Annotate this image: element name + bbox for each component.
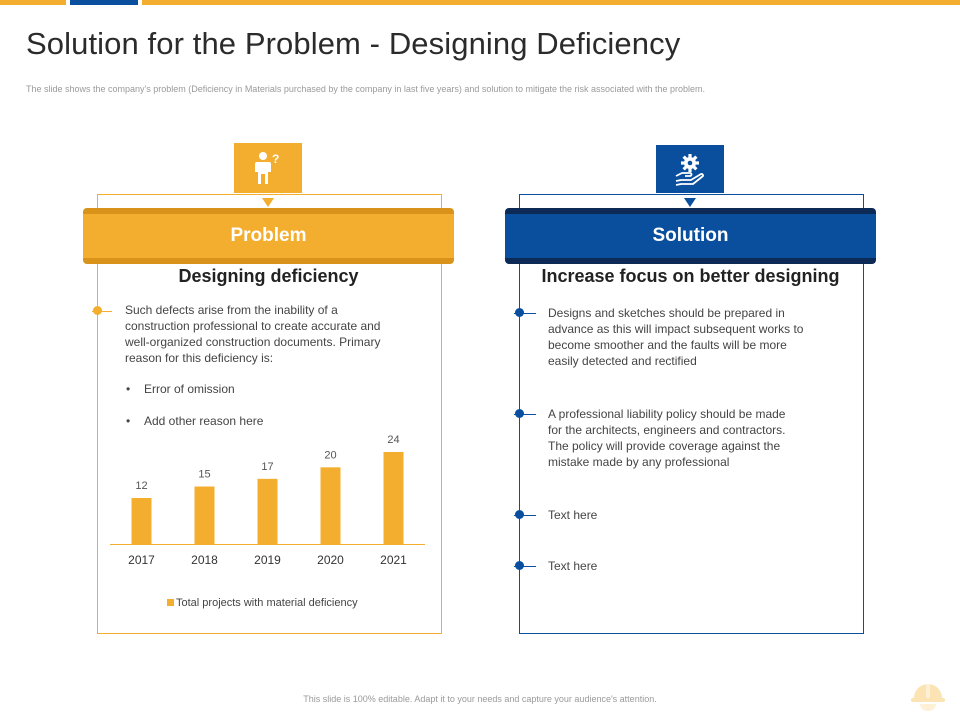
solution-marker-line [514, 313, 536, 314]
solution-point: A professional liability policy should b… [548, 406, 848, 470]
solution-icon-box [656, 145, 724, 193]
problem-card [97, 194, 442, 634]
chart-bar [257, 478, 278, 544]
solution-marker-line [514, 414, 536, 415]
solution-marker-dot [515, 308, 524, 317]
solution-banner: Solution [505, 214, 876, 258]
solution-point-line: Designs and sketches should be prepared … [548, 306, 785, 320]
problem-bullet-text: Error of omission [144, 382, 235, 396]
problem-bullet: • Add other reason here [126, 414, 263, 428]
chart-data-label: 17 [261, 461, 273, 473]
bullet-dot: • [126, 414, 131, 428]
slide-footer: This slide is 100% editable. Adapt it to… [303, 694, 657, 704]
chart-tick-label: 2020 [317, 553, 344, 567]
solution-marker-line [514, 515, 536, 516]
problem-bullet: • Error of omission [126, 382, 235, 396]
person-question-icon: ? [255, 152, 279, 184]
chart-data-label: 20 [324, 449, 336, 461]
solution-point: Text here [548, 507, 848, 523]
top-accent-gap [138, 0, 142, 5]
chart-bar [194, 486, 215, 544]
problem-marker-dot [93, 306, 102, 315]
chart-bar [383, 452, 404, 544]
chart-tick-label: 2017 [128, 553, 155, 567]
problem-description-line: well-organized construction documents. P… [125, 335, 381, 349]
solution-marker-dot [515, 510, 524, 519]
solution-point-line: Text here [548, 559, 598, 573]
solution-heading: Increase focus on better designing [541, 266, 840, 286]
solution-point-line: easily detected and rectified [548, 354, 697, 368]
solution-point-line: for the architects, engineers and contra… [548, 423, 786, 437]
top-accent-gap [66, 0, 70, 5]
slide-subtitle: The slide shows the company's problem (D… [26, 84, 706, 94]
chart-legend-label: Total projects with material deficiency [176, 597, 358, 609]
hardhat-logo-icon [911, 684, 945, 711]
hand-gear-icon [675, 154, 704, 186]
solution-card [519, 194, 864, 634]
problem-icon-box: ? [234, 143, 302, 193]
problem-description-line: Such defects arise from the inability of… [125, 303, 338, 317]
solution-marker-line [514, 566, 536, 567]
solution-point-line: A professional liability policy should b… [548, 407, 786, 421]
problem-description-line: construction professional to create accu… [125, 319, 381, 333]
solution-point-line: advance as this will impact subsequent w… [548, 322, 804, 336]
solution-marker-dot [515, 561, 524, 570]
solution-point-line: Text here [548, 508, 598, 522]
problem-description: Such defects arise from the inability of… [125, 302, 425, 366]
bullet-dot: • [126, 382, 131, 396]
problem-description-line: reason for this deficiency is: [125, 351, 274, 365]
top-accent-bar [0, 0, 960, 5]
chart-bar [131, 498, 152, 544]
chart-tick-label: 2019 [254, 553, 281, 567]
solution-pointer-arrow [684, 198, 696, 207]
chart-tick-label: 2018 [191, 553, 218, 567]
solution-marker-dot [515, 409, 524, 418]
solution-point-line: become smoother and the faults will be m… [548, 338, 787, 352]
solution-point-line: The policy will provide coverage against… [548, 439, 781, 453]
problem-banner: Problem [83, 214, 454, 258]
chart-data-label: 12 [135, 480, 147, 492]
chart-legend-swatch [167, 599, 174, 606]
chart-bar [320, 467, 341, 544]
problem-heading: Designing deficiency [178, 266, 359, 286]
top-accent-bar-blue-segment [70, 0, 138, 5]
chart-data-label: 15 [198, 469, 210, 481]
svg-text:?: ? [272, 152, 279, 166]
problem-bullet-text: Add other reason here [144, 414, 264, 428]
chart-data-label: 24 [387, 434, 399, 446]
problem-marker-line [92, 311, 112, 312]
solution-point-line: mistake made by any professional [548, 455, 730, 469]
solution-point: Designs and sketches should be prepared … [548, 305, 848, 369]
slide-title: Solution for the Problem - Designing Def… [26, 26, 681, 61]
solution-point: Text here [548, 558, 848, 574]
chart-tick-label: 2021 [380, 553, 407, 567]
problem-pointer-arrow [262, 198, 274, 207]
